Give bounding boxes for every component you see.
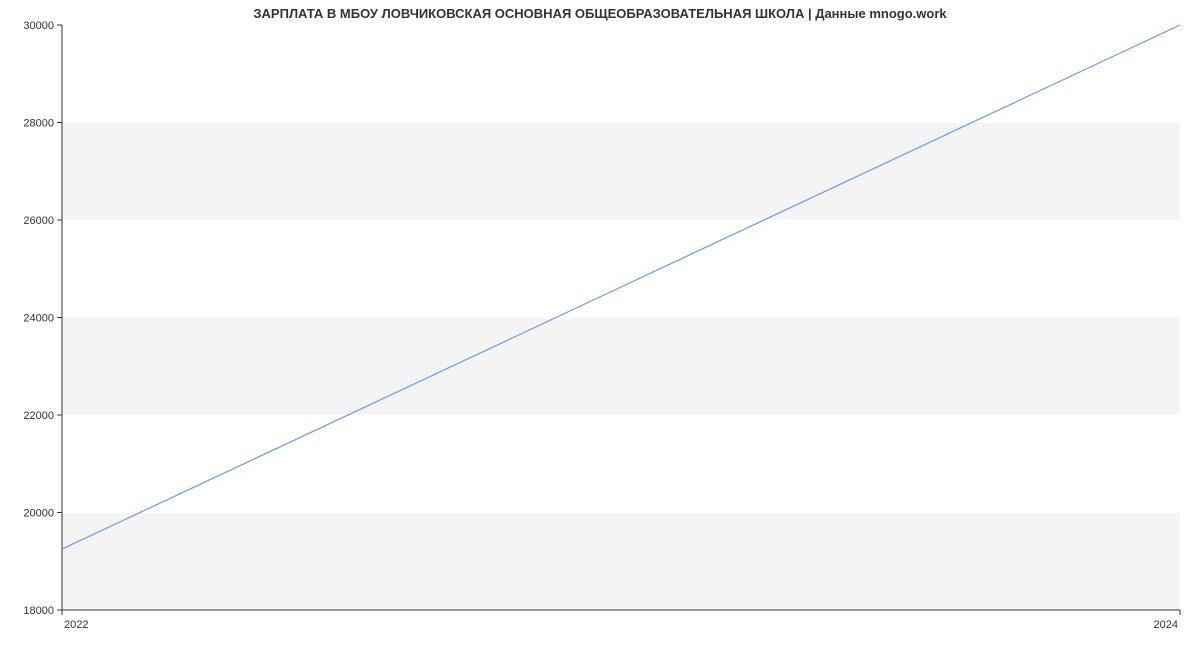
- chart-svg: 18000 20000 22000 24000 26000 28000 30000 2022 2…: [0, 0, 1200, 650]
- y-tick-label: 18000: [23, 605, 54, 617]
- chart-title: ЗАРПЛАТА В МБОУ ЛОВЧИКОВСКАЯ ОСНОВНАЯ ОБ…: [0, 6, 1200, 21]
- line-chart: ЗАРПЛАТА В МБОУ ЛОВЧИКОВСКАЯ ОСНОВНАЯ ОБ…: [0, 0, 1200, 650]
- plot-band: [62, 123, 1180, 221]
- y-tick-label: 28000: [23, 118, 54, 130]
- y-tick-label: 24000: [23, 313, 54, 325]
- x-tick-label: 2024: [1154, 619, 1178, 631]
- x-tick-label: 2022: [64, 619, 88, 631]
- plot-band: [62, 415, 1180, 513]
- plot-band: [62, 318, 1180, 416]
- plot-band: [62, 513, 1180, 611]
- plot-band: [62, 25, 1180, 123]
- y-tick-label: 20000: [23, 508, 54, 520]
- y-tick-label: 26000: [23, 215, 54, 227]
- plot-band: [62, 220, 1180, 318]
- y-tick-label: 30000: [23, 20, 54, 32]
- y-tick-label: 22000: [23, 410, 54, 422]
